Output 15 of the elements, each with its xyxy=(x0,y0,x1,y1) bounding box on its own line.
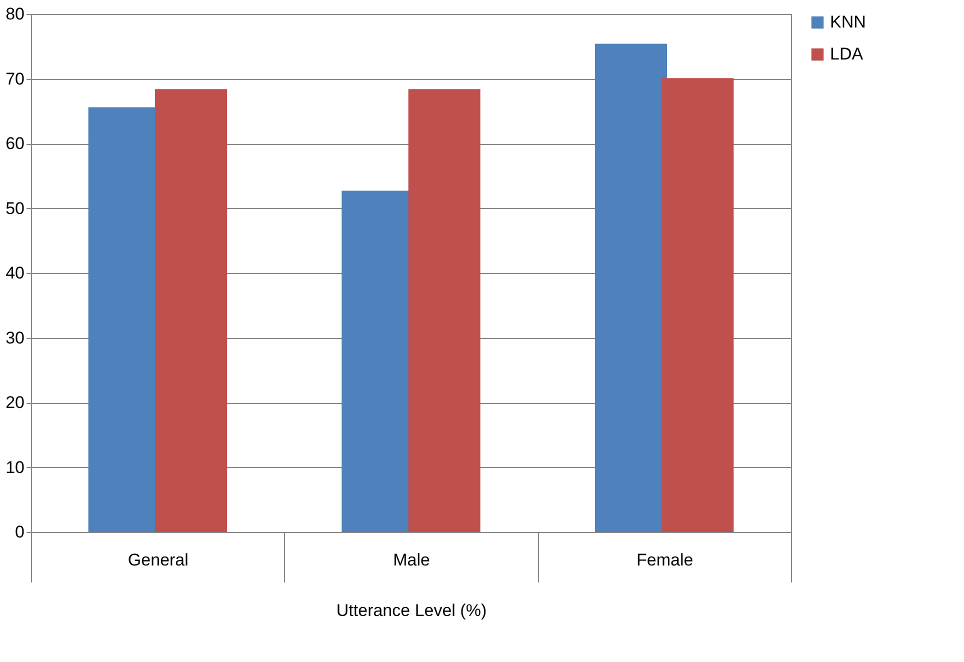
x-axis-title: Utterance Level (%) xyxy=(336,601,487,620)
y-tick-label: 70 xyxy=(6,69,24,88)
y-tick-label: 50 xyxy=(6,198,24,218)
y-tick-label: 0 xyxy=(15,522,24,542)
x-tick-label: Female xyxy=(636,550,694,570)
x-tick-label: Male xyxy=(393,550,430,570)
y-tick-label: 40 xyxy=(6,264,24,282)
y-tick-label: 30 xyxy=(6,328,24,348)
y-tick-label: 60 xyxy=(6,134,24,153)
y-tick-label: 20 xyxy=(6,393,24,412)
x-tick-label: General xyxy=(128,550,188,570)
legend-label: KNN xyxy=(830,12,866,32)
legend-label: LDA xyxy=(830,44,864,64)
y-tick-label: 10 xyxy=(6,458,24,477)
y-tick-label: 80 xyxy=(6,4,24,24)
